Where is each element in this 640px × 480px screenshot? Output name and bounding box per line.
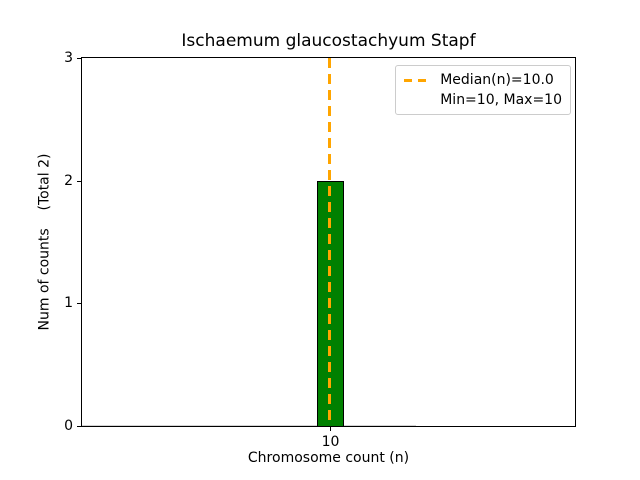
y-tick-label: 3 xyxy=(64,50,73,66)
y-axis-label-box: Num of counts (Total 2) xyxy=(20,57,68,427)
legend-spacer xyxy=(404,99,431,102)
y-tick-mark xyxy=(77,58,81,59)
y-axis-label: Num of counts (Total 2) xyxy=(36,153,53,331)
y-tick-label: 0 xyxy=(64,418,73,434)
zero-count-bins-edge xyxy=(82,425,416,426)
plot-area: Median(n)=10.0 Min=10, Max=10 0 1 2 3 10 xyxy=(64,51,576,450)
y-tick-mark xyxy=(77,180,81,182)
legend-entry-minmax: Min=10, Max=10 xyxy=(404,90,562,110)
dashed-line-icon xyxy=(404,78,432,82)
y-tick-label: 1 xyxy=(64,295,73,312)
legend-median-label: Median(n)=10.0 xyxy=(440,72,554,88)
y-tick-mark xyxy=(77,303,81,305)
median-dashed-line xyxy=(328,58,331,426)
y-tick-mark xyxy=(77,426,81,427)
x-axis-label: Chromosome count (n) xyxy=(247,450,410,466)
legend: Median(n)=10.0 Min=10, Max=10 xyxy=(395,65,571,115)
x-tick-label: 10 xyxy=(321,434,340,450)
legend-entry-median: Median(n)=10.0 xyxy=(404,70,562,90)
x-tick-mark xyxy=(330,427,331,431)
chart-title: Ischaemum glaucostachyum Stapf xyxy=(181,31,476,51)
y-tick-label: 2 xyxy=(64,172,73,189)
legend-minmax-label: Min=10, Max=10 xyxy=(440,92,562,108)
